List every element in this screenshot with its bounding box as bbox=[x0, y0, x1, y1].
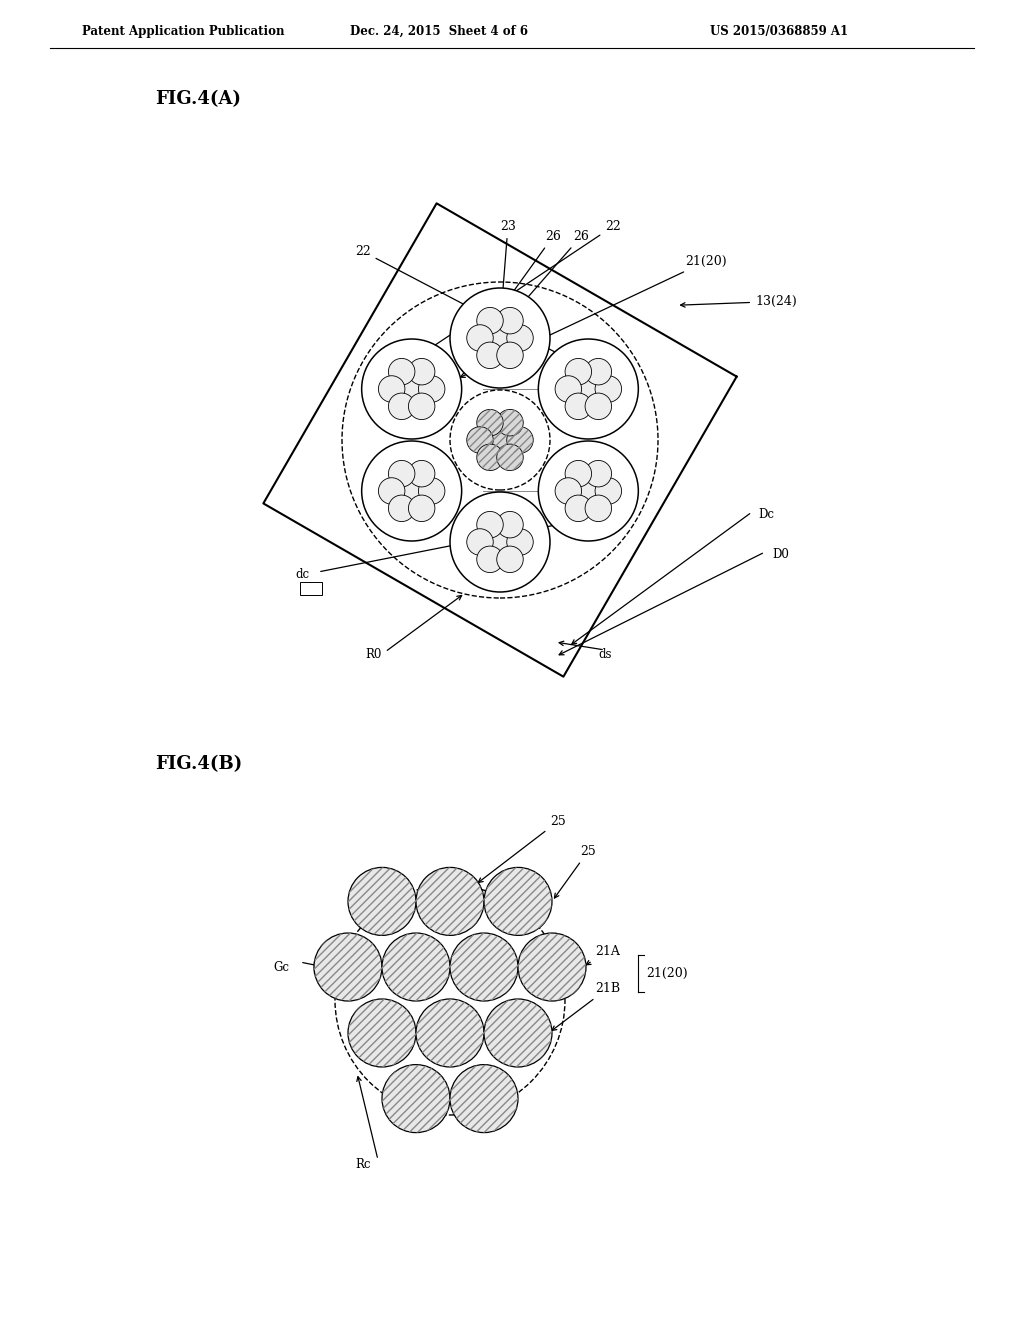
Circle shape bbox=[575, 376, 601, 403]
Text: 25: 25 bbox=[478, 814, 565, 883]
Circle shape bbox=[507, 426, 534, 453]
Circle shape bbox=[555, 376, 582, 403]
Circle shape bbox=[398, 376, 425, 403]
Text: Gc: Gc bbox=[273, 961, 289, 974]
Circle shape bbox=[450, 492, 550, 591]
Text: Rs: Rs bbox=[461, 510, 475, 523]
Circle shape bbox=[484, 999, 552, 1067]
Circle shape bbox=[585, 495, 611, 521]
Circle shape bbox=[348, 999, 416, 1067]
Text: 23: 23 bbox=[494, 220, 516, 385]
Circle shape bbox=[398, 478, 425, 504]
Text: dc: dc bbox=[295, 569, 309, 582]
Circle shape bbox=[450, 288, 550, 388]
Circle shape bbox=[565, 359, 592, 385]
Circle shape bbox=[419, 478, 444, 504]
Circle shape bbox=[539, 339, 638, 440]
Circle shape bbox=[497, 342, 523, 368]
Circle shape bbox=[539, 441, 638, 541]
Circle shape bbox=[595, 376, 622, 403]
Text: Dc: Dc bbox=[758, 508, 774, 521]
Circle shape bbox=[565, 461, 592, 487]
Circle shape bbox=[416, 867, 484, 936]
Circle shape bbox=[585, 393, 611, 420]
Circle shape bbox=[382, 1065, 450, 1133]
Circle shape bbox=[450, 1065, 518, 1133]
Circle shape bbox=[507, 325, 534, 351]
Circle shape bbox=[497, 444, 523, 470]
Circle shape bbox=[467, 529, 494, 556]
Text: 22: 22 bbox=[355, 246, 564, 358]
Text: 13(24): 13(24) bbox=[681, 294, 797, 308]
Text: 21B: 21B bbox=[552, 982, 621, 1031]
Circle shape bbox=[484, 867, 552, 936]
Circle shape bbox=[409, 495, 435, 521]
Circle shape bbox=[477, 409, 503, 436]
Circle shape bbox=[585, 461, 611, 487]
Circle shape bbox=[595, 478, 622, 504]
Circle shape bbox=[486, 426, 513, 453]
Circle shape bbox=[507, 529, 534, 556]
Circle shape bbox=[486, 529, 513, 556]
Circle shape bbox=[467, 426, 494, 453]
Circle shape bbox=[409, 359, 435, 385]
Text: R0: R0 bbox=[365, 648, 381, 661]
Circle shape bbox=[467, 325, 494, 351]
Circle shape bbox=[388, 393, 415, 420]
Circle shape bbox=[477, 342, 503, 368]
Circle shape bbox=[565, 393, 592, 420]
Text: FIG.4(B): FIG.4(B) bbox=[155, 755, 243, 774]
Circle shape bbox=[450, 389, 550, 490]
Circle shape bbox=[314, 933, 382, 1001]
Circle shape bbox=[497, 511, 523, 539]
Circle shape bbox=[477, 444, 503, 470]
Circle shape bbox=[388, 495, 415, 521]
Circle shape bbox=[497, 409, 523, 436]
Text: 26: 26 bbox=[495, 230, 561, 317]
Text: 21(20): 21(20) bbox=[646, 968, 688, 979]
Circle shape bbox=[379, 376, 404, 403]
Text: Gs: Gs bbox=[460, 433, 475, 446]
Text: Patent Application Publication: Patent Application Publication bbox=[82, 25, 285, 38]
Circle shape bbox=[477, 308, 503, 334]
Circle shape bbox=[585, 359, 611, 385]
Text: 21A: 21A bbox=[586, 945, 620, 965]
Text: ds: ds bbox=[598, 648, 611, 661]
Bar bbox=[300, 582, 322, 595]
Circle shape bbox=[361, 441, 462, 541]
Circle shape bbox=[575, 478, 601, 504]
Circle shape bbox=[388, 461, 415, 487]
Circle shape bbox=[382, 933, 450, 1001]
Circle shape bbox=[477, 511, 503, 539]
Text: 25: 25 bbox=[554, 845, 596, 898]
Text: Rs: Rs bbox=[461, 358, 475, 371]
Text: FIG.4(A): FIG.4(A) bbox=[155, 90, 241, 108]
Circle shape bbox=[555, 478, 582, 504]
Circle shape bbox=[416, 999, 484, 1067]
Circle shape bbox=[388, 359, 415, 385]
Text: 21(20): 21(20) bbox=[461, 255, 727, 378]
Circle shape bbox=[419, 376, 444, 403]
Circle shape bbox=[450, 933, 518, 1001]
Circle shape bbox=[518, 933, 586, 1001]
Circle shape bbox=[565, 495, 592, 521]
Text: US 2015/0368859 A1: US 2015/0368859 A1 bbox=[710, 25, 848, 38]
Circle shape bbox=[409, 393, 435, 420]
Circle shape bbox=[361, 339, 462, 440]
Text: Dec. 24, 2015  Sheet 4 of 6: Dec. 24, 2015 Sheet 4 of 6 bbox=[350, 25, 528, 38]
Text: 26: 26 bbox=[510, 230, 589, 317]
Circle shape bbox=[409, 461, 435, 487]
Circle shape bbox=[348, 867, 416, 936]
Circle shape bbox=[379, 478, 404, 504]
Circle shape bbox=[486, 325, 513, 351]
Circle shape bbox=[497, 308, 523, 334]
Circle shape bbox=[477, 546, 503, 573]
Text: Rc: Rc bbox=[355, 1159, 371, 1172]
Text: D0: D0 bbox=[772, 549, 788, 561]
Text: 22: 22 bbox=[425, 220, 621, 351]
Circle shape bbox=[497, 546, 523, 573]
